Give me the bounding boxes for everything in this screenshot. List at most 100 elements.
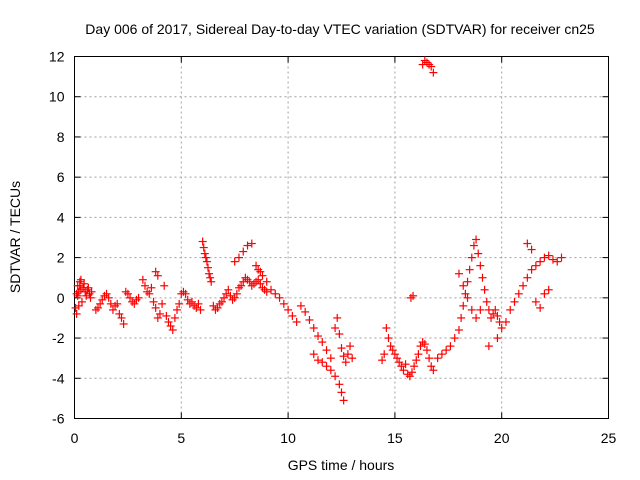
data-point [98, 295, 107, 304]
data-point [514, 289, 523, 298]
data-point [416, 342, 425, 351]
data-point [207, 277, 216, 286]
data-point [279, 299, 288, 308]
data-point [256, 279, 265, 288]
data-point [288, 311, 297, 320]
data-point [382, 324, 391, 332]
data-marks [71, 56, 566, 405]
data-point [77, 297, 86, 306]
data-point [91, 305, 100, 314]
data-point [239, 247, 248, 256]
data-point [429, 366, 438, 375]
data-point [335, 380, 344, 389]
data-point [544, 285, 553, 294]
data-point [553, 257, 562, 266]
data-point [164, 317, 173, 326]
data-point [234, 283, 243, 292]
data-point [322, 346, 331, 355]
data-point [138, 275, 147, 284]
tick-layer: 0 5 10 15 20 25 -6 -4 -2 0 2 4 6 8 10 12 [49, 49, 617, 447]
data-point [76, 275, 85, 284]
data-point [463, 277, 472, 286]
data-point [258, 271, 267, 280]
data-point [83, 285, 92, 294]
data-point [422, 346, 431, 355]
data-point [309, 350, 318, 359]
data-point [190, 301, 199, 310]
data-point [484, 342, 493, 351]
data-point [467, 253, 476, 262]
data-point [378, 356, 387, 365]
data-point [96, 299, 105, 308]
data-point [166, 321, 175, 330]
data-point [406, 293, 415, 302]
data-point [108, 305, 117, 314]
data-point [405, 372, 414, 381]
data-point [497, 324, 506, 332]
data-point [162, 311, 171, 320]
data-point [194, 299, 203, 308]
data-point [425, 60, 434, 69]
data-point [326, 366, 335, 375]
data-point [429, 68, 438, 77]
data-point [155, 309, 164, 318]
data-point [390, 350, 399, 359]
data-point [393, 354, 402, 363]
x-axis-label: GPS time / hours [288, 457, 395, 473]
data-point [202, 257, 211, 266]
data-point [145, 289, 154, 298]
data-point [134, 293, 143, 302]
data-point [487, 313, 496, 322]
data-point [536, 257, 545, 266]
data-point [339, 352, 348, 361]
data-point [181, 289, 190, 298]
data-point [151, 267, 160, 276]
data-point [230, 257, 239, 266]
data-point [199, 243, 208, 252]
data-point [204, 263, 212, 272]
data-point [437, 350, 446, 359]
data-point [153, 271, 162, 280]
data-point [489, 309, 498, 318]
data-point [102, 289, 111, 298]
data-point [433, 354, 442, 363]
data-point [243, 275, 252, 284]
data-point [322, 362, 331, 371]
data-point [527, 265, 536, 274]
data-point [414, 350, 423, 359]
chart-title: Day 006 of 2017, Sidereal Day-to-day VTE… [85, 21, 595, 37]
data-point [175, 299, 184, 308]
data-point [74, 301, 83, 310]
data-point [454, 326, 463, 335]
grid-layer [74, 56, 609, 419]
data-point [75, 281, 84, 290]
plot-frame [74, 56, 609, 419]
data-point [147, 283, 156, 292]
data-point [209, 301, 218, 310]
data-point [427, 62, 436, 71]
data-point [446, 342, 455, 351]
data-point [399, 366, 408, 375]
data-point [348, 354, 357, 363]
data-point [80, 279, 89, 288]
data-point [333, 313, 342, 322]
data-point [454, 269, 463, 278]
data-point [531, 261, 540, 270]
data-point [192, 303, 201, 312]
data-point [247, 239, 256, 248]
data-point [335, 330, 344, 339]
data-point [501, 317, 510, 326]
data-point [318, 338, 327, 347]
data-point [459, 281, 468, 290]
data-point [226, 291, 235, 300]
data-point [234, 253, 243, 262]
data-point [544, 251, 553, 260]
data-point [217, 297, 226, 306]
data-point [153, 313, 162, 322]
data-point [151, 303, 160, 312]
data-point [173, 305, 182, 314]
data-point [170, 313, 179, 322]
data-point [183, 295, 192, 304]
data-point [72, 309, 81, 318]
data-point [115, 309, 124, 318]
